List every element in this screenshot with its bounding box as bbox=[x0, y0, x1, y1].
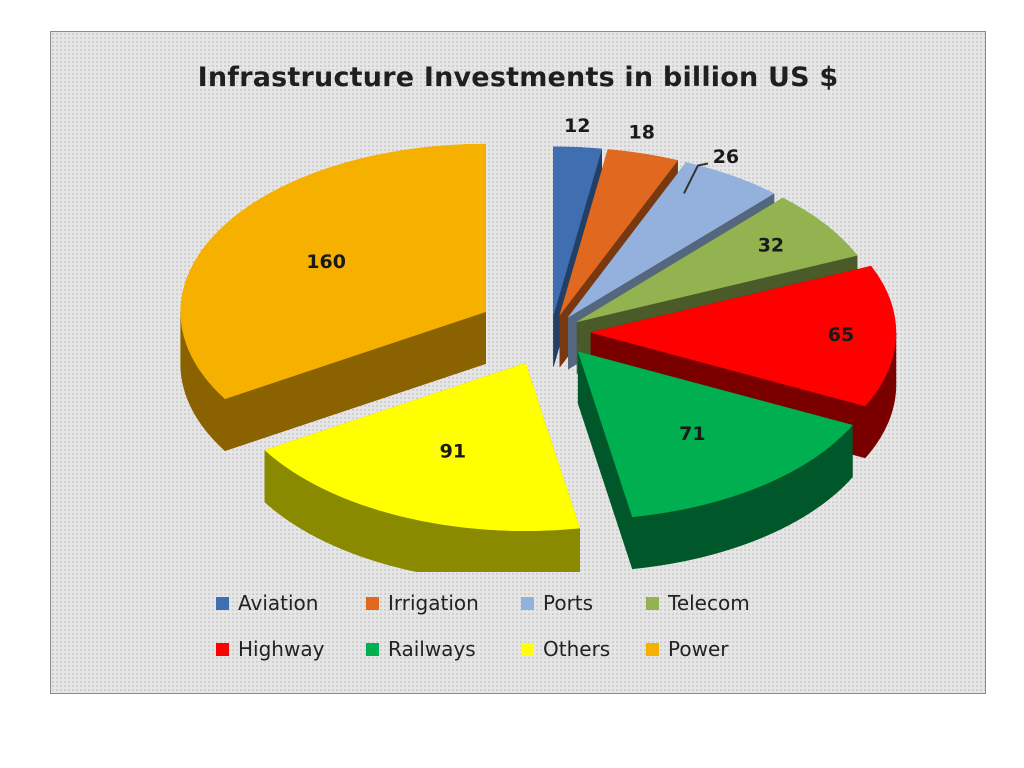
chart-title: Infrastructure Investments in billion US… bbox=[197, 62, 839, 93]
chart-area: Infrastructure Investments in billion US… bbox=[50, 31, 986, 694]
legend-item-power: Power bbox=[646, 637, 806, 661]
legend-label: Irrigation bbox=[388, 591, 479, 615]
legend-label: Highway bbox=[238, 637, 325, 661]
legend: Aviation Irrigation Ports Telecom Highway Rai… bbox=[216, 591, 836, 661]
legend-swatch bbox=[216, 596, 229, 610]
data-label-railways: 71 bbox=[679, 423, 705, 445]
legend-item-aviation: Aviation bbox=[216, 591, 366, 615]
legend-label: Ports bbox=[543, 591, 594, 615]
legend-item-railways: Railways bbox=[366, 637, 521, 661]
legend-item-telecom: Telecom bbox=[646, 591, 806, 615]
legend-swatch bbox=[521, 596, 534, 610]
legend-item-irrigation: Irrigation bbox=[366, 591, 521, 615]
legend-swatch bbox=[646, 642, 659, 656]
legend-swatch bbox=[216, 642, 229, 656]
legend-label: Aviation bbox=[238, 591, 319, 615]
data-label-telecom: 32 bbox=[758, 234, 784, 256]
legend-swatch bbox=[366, 596, 379, 610]
legend-item-others: Others bbox=[521, 637, 646, 661]
pie-slice-power bbox=[180, 143, 486, 452]
pie-chart: 12 18 26 32 65 71 91 160 bbox=[180, 115, 897, 572]
data-label-irrigation: 18 bbox=[629, 121, 655, 143]
legend-label: Power bbox=[668, 637, 729, 661]
data-label-power: 160 bbox=[306, 251, 346, 273]
legend-item-ports: Ports bbox=[521, 591, 646, 615]
data-label-others: 91 bbox=[440, 440, 466, 462]
legend-label: Railways bbox=[388, 637, 476, 661]
data-label-aviation: 12 bbox=[564, 115, 590, 137]
leader-line-ports bbox=[683, 162, 709, 194]
pie-slice-railways bbox=[577, 351, 853, 570]
legend-swatch bbox=[366, 642, 379, 656]
legend-swatch bbox=[521, 642, 534, 656]
data-label-highway: 65 bbox=[828, 324, 854, 346]
legend-label: Others bbox=[543, 637, 611, 661]
legend-swatch bbox=[646, 596, 659, 610]
legend-label: Telecom bbox=[668, 591, 750, 615]
pie-slice-others bbox=[264, 362, 581, 572]
data-label-ports: 26 bbox=[713, 146, 739, 168]
legend-item-highway: Highway bbox=[216, 637, 366, 661]
